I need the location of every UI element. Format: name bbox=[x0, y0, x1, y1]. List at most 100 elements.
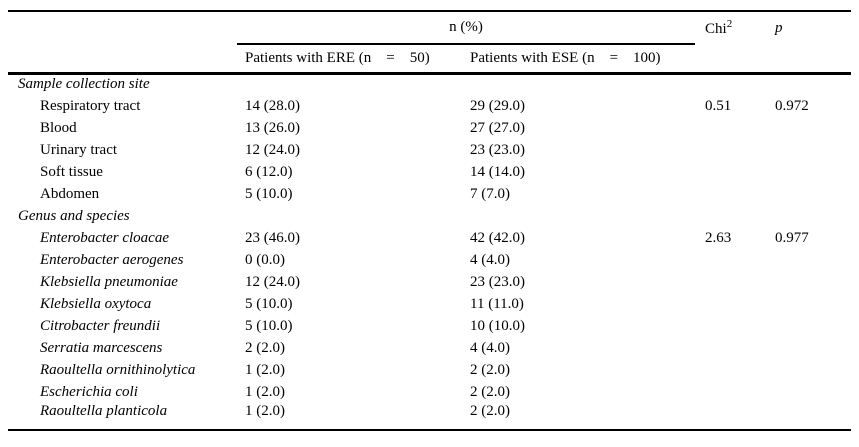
ere-value: 2 (2.0) bbox=[245, 339, 285, 356]
p-value bbox=[767, 117, 851, 139]
header-row-group: n (%) Chi2 p bbox=[8, 11, 851, 45]
ere-value: 5 (10.0) bbox=[245, 295, 293, 312]
table-row: Serratia marcescens 2 (2.0) 4 (4.0) bbox=[8, 337, 851, 359]
table-row: Enterobacter cloacae 23 (46.0) 42 (42.0)… bbox=[8, 227, 851, 249]
ese-value: 14 (14.0) bbox=[470, 163, 525, 180]
p-value bbox=[767, 139, 851, 161]
row-label: Serratia marcescens bbox=[40, 339, 163, 356]
header-spacer bbox=[8, 44, 237, 75]
chi2-value: 2.63 bbox=[705, 229, 732, 246]
ese-value: 11 (11.0) bbox=[470, 295, 524, 312]
chi2-value bbox=[695, 161, 767, 183]
header-chi2: Chi2 bbox=[695, 11, 767, 44]
section-row: Genus and species bbox=[8, 205, 851, 227]
header-spacer bbox=[695, 44, 767, 75]
row-label: Klebsiella oxytoca bbox=[40, 295, 152, 312]
header-ese-group: Patients with ESE (n = 100) bbox=[462, 44, 695, 75]
ese-value: 4 (4.0) bbox=[470, 339, 510, 356]
row-label: Respiratory tract bbox=[40, 97, 141, 114]
header-p: p bbox=[775, 19, 783, 36]
chi2-value bbox=[695, 359, 767, 381]
chi2-value bbox=[695, 139, 767, 161]
ere-value: 5 (10.0) bbox=[245, 317, 293, 334]
table-row: Abdomen 5 (10.0) 7 (7.0) bbox=[8, 183, 851, 205]
p-value bbox=[767, 161, 851, 183]
chi2-superscript: 2 bbox=[726, 18, 733, 30]
ere-value: 23 (46.0) bbox=[245, 229, 300, 246]
section-title: Sample collection site bbox=[18, 76, 150, 93]
ere-value: 0 (0.0) bbox=[245, 251, 285, 268]
table-row: Enterobacter aerogenes 0 (0.0) 4 (4.0) bbox=[8, 249, 851, 271]
ese-value: 2 (2.0) bbox=[470, 403, 510, 419]
table-row: Respiratory tract 14 (28.0) 29 (29.0) 0.… bbox=[8, 95, 851, 117]
p-value: 0.972 bbox=[775, 97, 809, 114]
table-row: Klebsiella oxytoca 5 (10.0) 11 (11.0) bbox=[8, 293, 851, 315]
header-spacer bbox=[8, 11, 237, 44]
p-value bbox=[767, 381, 851, 403]
ere-value: 13 (26.0) bbox=[245, 119, 300, 136]
ere-value: 14 (28.0) bbox=[245, 97, 300, 114]
ese-value: 23 (23.0) bbox=[470, 141, 525, 158]
row-label: Escherichia coli bbox=[40, 383, 138, 400]
p-value bbox=[767, 403, 851, 430]
table-row: Soft tissue 6 (12.0) 14 (14.0) bbox=[8, 161, 851, 183]
row-label: Raoultella planticola bbox=[40, 403, 168, 419]
row-label: Enterobacter cloacae bbox=[40, 229, 169, 246]
ese-value: 2 (2.0) bbox=[470, 361, 510, 378]
ese-value: 4 (4.0) bbox=[470, 251, 510, 268]
ere-value: 12 (24.0) bbox=[245, 273, 300, 290]
ere-value: 5 (10.0) bbox=[245, 185, 293, 202]
chi2-value bbox=[695, 117, 767, 139]
table-row: Blood 13 (26.0) 27 (27.0) bbox=[8, 117, 851, 139]
ere-value: 1 (2.0) bbox=[245, 361, 285, 378]
p-value bbox=[767, 271, 851, 293]
row-label: Citrobacter freundii bbox=[40, 317, 161, 334]
table-row: Urinary tract 12 (24.0) 23 (23.0) bbox=[8, 139, 851, 161]
row-label: Urinary tract bbox=[40, 141, 118, 158]
ese-value: 23 (23.0) bbox=[470, 273, 525, 290]
table-row: Klebsiella pneumoniae 12 (24.0) 23 (23.0… bbox=[8, 271, 851, 293]
chi2-value bbox=[695, 271, 767, 293]
table-row: Raoultella ornithinolytica 1 (2.0) 2 (2.… bbox=[8, 359, 851, 381]
header-row-subgroups: Patients with ERE (n = 50) Patients with… bbox=[8, 44, 851, 75]
row-label: Abdomen bbox=[40, 185, 100, 202]
p-value bbox=[767, 249, 851, 271]
chi2-value bbox=[695, 403, 767, 430]
p-value bbox=[767, 183, 851, 205]
row-label: Raoultella ornithinolytica bbox=[40, 361, 196, 378]
ere-value: 12 (24.0) bbox=[245, 141, 300, 158]
table-row: Raoultella planticola 1 (2.0) 2 (2.0) bbox=[8, 403, 851, 430]
ere-value: 1 (2.0) bbox=[245, 403, 285, 419]
row-label: Blood bbox=[40, 119, 77, 136]
ere-value: 6 (12.0) bbox=[245, 163, 293, 180]
p-value: 0.977 bbox=[775, 229, 809, 246]
chi2-value bbox=[695, 315, 767, 337]
ese-value: 27 (27.0) bbox=[470, 119, 525, 136]
header-spacer bbox=[767, 44, 851, 75]
section-row: Sample collection site bbox=[8, 73, 851, 95]
chi2-label: Chi bbox=[705, 21, 727, 37]
row-label: Soft tissue bbox=[40, 163, 103, 180]
ese-value: 2 (2.0) bbox=[470, 383, 510, 400]
chi2-value bbox=[695, 293, 767, 315]
p-value bbox=[767, 315, 851, 337]
header-ere-group: Patients with ERE (n = 50) bbox=[237, 44, 462, 75]
results-table: n (%) Chi2 p Patients with ERE (n = 50) … bbox=[8, 10, 851, 431]
header-n-percent: n (%) bbox=[237, 11, 695, 45]
ese-value: 29 (29.0) bbox=[470, 97, 525, 114]
ere-value: 1 (2.0) bbox=[245, 383, 285, 400]
ese-value: 7 (7.0) bbox=[470, 185, 510, 202]
row-label: Klebsiella pneumoniae bbox=[40, 273, 178, 290]
table-row: Escherichia coli 1 (2.0) 2 (2.0) bbox=[8, 381, 851, 403]
chi2-value bbox=[695, 249, 767, 271]
chi2-value bbox=[695, 381, 767, 403]
row-label: Enterobacter aerogenes bbox=[40, 251, 184, 268]
section-title: Genus and species bbox=[18, 207, 130, 224]
ese-value: 42 (42.0) bbox=[470, 229, 525, 246]
ese-value: 10 (10.0) bbox=[470, 317, 525, 334]
chi2-value: 0.51 bbox=[705, 97, 732, 114]
table-body: Sample collection site Respiratory tract… bbox=[8, 73, 851, 430]
table-row: Citrobacter freundii 5 (10.0) 10 (10.0) bbox=[8, 315, 851, 337]
table-header: n (%) Chi2 p Patients with ERE (n = 50) … bbox=[8, 11, 851, 75]
p-value bbox=[767, 337, 851, 359]
